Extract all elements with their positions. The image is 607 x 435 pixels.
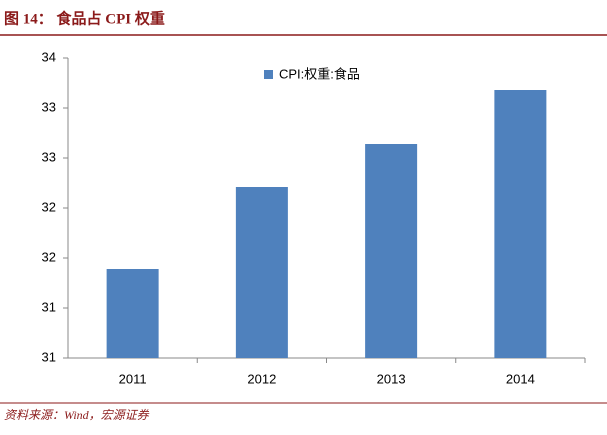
y-tick-label: 33 — [42, 99, 56, 114]
bar — [106, 269, 159, 358]
bar — [365, 144, 418, 358]
y-tick-label: 34 — [42, 49, 56, 64]
legend-swatch — [264, 70, 273, 79]
x-tick-label: 2012 — [247, 371, 276, 386]
source: 资料来源：Wind，宏源证券 — [4, 408, 150, 422]
y-tick-label: 33 — [42, 149, 56, 164]
bar — [494, 90, 547, 358]
x-tick-label: 2013 — [377, 371, 406, 386]
y-tick-label: 32 — [42, 249, 56, 264]
chart-title: 图 14： 食品占 CPI 权重 — [4, 9, 165, 27]
y-tick-label: 32 — [42, 199, 56, 214]
x-tick-label: 2011 — [119, 371, 147, 386]
bar — [235, 187, 288, 358]
x-tick-label: 2014 — [506, 371, 535, 386]
y-tick-label: 31 — [42, 299, 56, 314]
y-tick-label: 31 — [42, 349, 56, 364]
legend-label: CPI:权重:食品 — [279, 66, 360, 81]
